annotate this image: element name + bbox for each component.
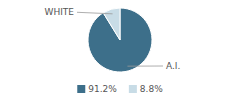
legend-label: 91.2%	[88, 84, 117, 94]
legend-label: 8.8%	[140, 84, 163, 94]
leader-line	[127, 66, 163, 67]
leader-line	[77, 12, 113, 14]
slice-label: WHITE	[44, 7, 74, 17]
legend: 91.2% 8.8%	[77, 84, 163, 94]
pie-slice	[103, 8, 120, 40]
legend-swatch	[77, 85, 85, 93]
slice-labels: A.I. WHITE	[44, 7, 180, 71]
pie-slice	[88, 8, 152, 72]
slice-label: A.I.	[166, 61, 180, 71]
slices	[88, 8, 152, 72]
chart: A.I. WHITE 91.2% 8.8%	[0, 0, 240, 100]
legend-swatch	[129, 85, 137, 93]
